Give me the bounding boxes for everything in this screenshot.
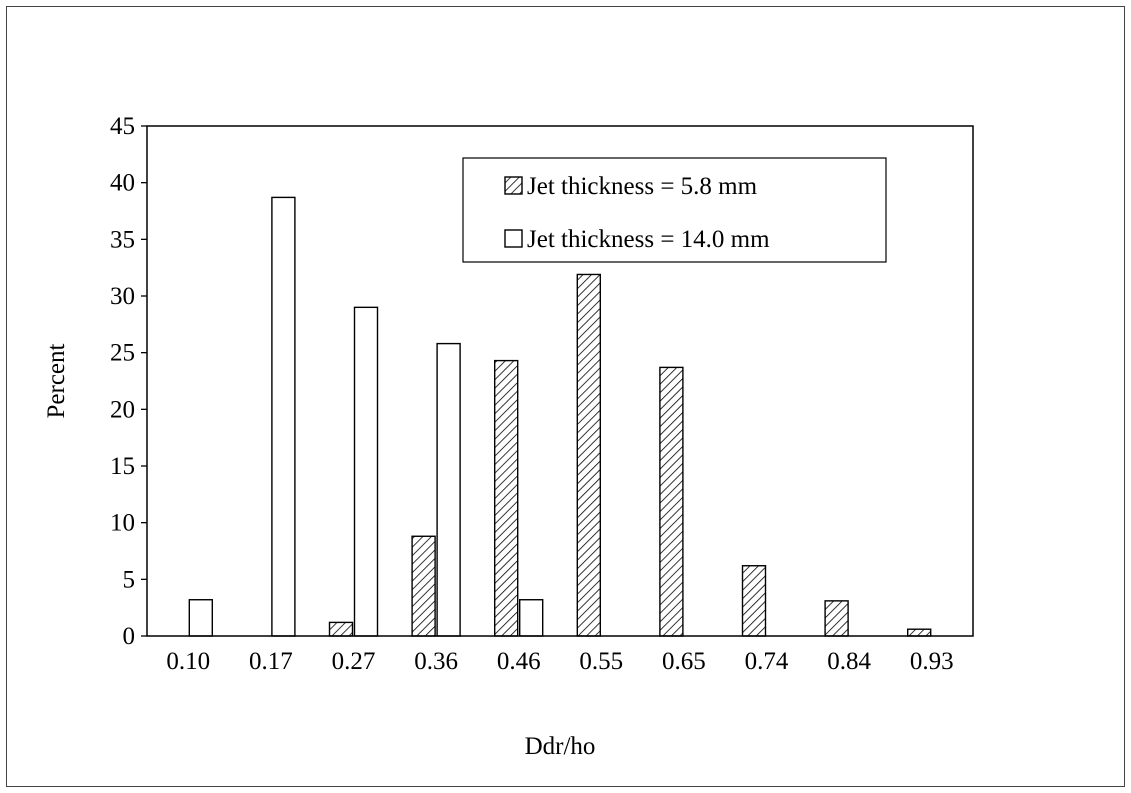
bars-layer [188,196,932,637]
bar-jet-5.8mm [494,359,519,637]
legend-label-series-1: Jet thickness = 5.8 mm [527,173,758,200]
x-tick-label: 0.55 [579,648,623,675]
x-tick-label: 0.27 [332,648,376,675]
x-tick-label: 0.74 [745,648,789,675]
x-tick-label: 0.46 [497,648,541,675]
bar-jet-14.0mm [436,342,461,637]
x-tick-label: 0.93 [910,648,954,675]
x-tick-label: 0.10 [166,648,210,675]
y-tick-label: 15 [110,453,135,480]
x-tick-label: 0.17 [249,648,293,675]
y-tick-label: 20 [110,396,135,423]
bar-jet-14.0mm [519,599,544,637]
x-tick-label: 0.36 [414,648,458,675]
y-tick-label: 40 [110,170,135,197]
legend-label-series-2: Jet thickness = 14.0 mm [527,226,770,253]
x-tick-label: 0.65 [662,648,706,675]
y-tick-label: 35 [110,226,135,253]
y-axis: 0 5 10 15 20 25 30 35 40 45 [110,113,147,650]
y-tick-label: 0 [123,623,136,650]
legend-swatch-open [504,229,523,248]
bar-jet-5.8mm [907,628,932,637]
bar-jet-5.8mm [328,621,354,637]
figure-frame [6,6,1125,787]
bar-jet-5.8mm [411,535,436,637]
bar-jet-5.8mm [576,273,601,637]
legend-swatch-hatched [504,176,523,195]
x-axis: 0.10 0.17 0.27 0.36 0.46 0.55 0.65 0.74 0.84 0.93 [166,648,953,675]
bar-jet-14.0mm [271,196,296,637]
y-tick-label: 45 [110,113,135,140]
legend: Jet thickness = 5.8 mm Jet thickness = 1… [462,157,887,263]
bar-jet-5.8mm [741,565,767,637]
y-axis-label: Percent [43,343,70,418]
bar-jet-14.0mm [353,306,379,637]
y-tick-label: 10 [110,510,135,537]
y-tick-label: 25 [110,340,135,367]
bar-jet-5.8mm [824,600,849,637]
y-tick-label: 5 [123,566,136,593]
x-tick-label: 0.84 [827,648,871,675]
x-axis-label: Ddr/ho [525,733,596,760]
bar-jet-5.8mm [659,366,684,637]
bar-jet-14.0mm [188,599,214,637]
y-tick-label: 30 [110,283,135,310]
plot-area [146,125,974,637]
